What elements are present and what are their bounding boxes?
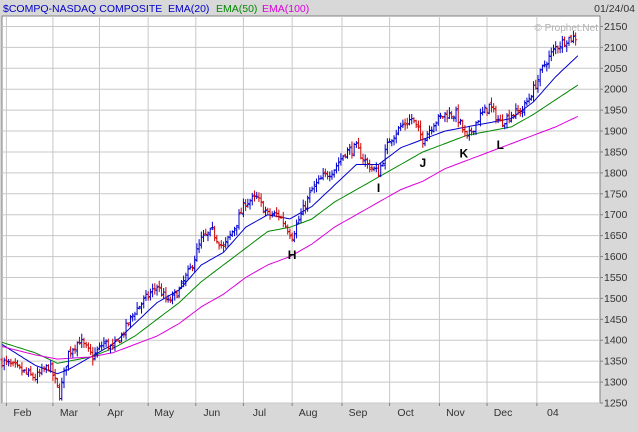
x-tick-label: Jul [253,407,266,419]
legend-ema20: EMA(20) [168,3,209,15]
watermark: © Prophet.Net [534,23,598,34]
y-tick-label: 1550 [604,272,628,284]
chart-date: 01/24/04 [594,3,635,15]
x-tick-label: Oct [397,407,413,419]
legend-ema50: EMA(50) [216,3,257,15]
annotations: H I J K L [288,138,504,262]
legend: EMA(20) EMA(50) EMA(100) [168,3,309,15]
x-tick-label: Mar [60,407,79,419]
y-tick-label: 1600 [604,251,628,263]
y-tick-label: 1400 [604,335,628,347]
x-tick-label: May [154,407,175,419]
annotation-j: J [419,156,426,170]
y-tick-label: 1800 [604,167,628,179]
legend-ema100: EMA(100) [262,3,309,15]
y-tick-label: 2100 [604,42,628,54]
ema-line-ema20 [1,55,579,375]
x-tick-label: Sep [349,407,368,419]
x-tick-label: Nov [446,407,465,419]
y-tick-label: 2150 [604,21,628,33]
ema-line-ema50 [1,84,579,364]
chart-title: $COMPQ-NASDAQ COMPOSITE [3,3,162,15]
x-tick-label: Aug [299,407,318,419]
ema-line-ema100 [1,115,579,360]
y-tick-label: 2050 [604,63,628,75]
y-tick-label: 1250 [604,398,628,410]
x-tick-label: Dec [494,407,513,419]
x-tick-label: Apr [107,407,124,419]
grid [2,16,600,404]
annotation-k: K [459,146,468,160]
y-tick-label: 1500 [604,293,628,305]
annotation-h: H [288,248,297,262]
annotation-l: L [497,138,504,152]
x-axis: Feb Mar Apr May Jun Jul Aug Sep Oct Nov Dec 04 [5,403,559,419]
x-tick-label: Jun [203,407,220,419]
y-axis: 1250 1300 1350 1400 1450 1500 1550 1600 1650 1700… [600,21,628,410]
y-tick-label: 1900 [604,126,628,138]
annotation-i: I [377,181,380,195]
y-tick-label: 2000 [604,84,628,96]
y-tick-label: 1450 [604,314,628,326]
y-tick-label: 1700 [604,209,628,221]
x-tick-label: 04 [547,407,559,419]
x-tick-label: Feb [13,407,31,419]
y-tick-label: 1950 [604,105,628,117]
ema-lines [1,55,579,375]
y-tick-label: 1300 [604,377,628,389]
y-tick-label: 1650 [604,230,628,242]
y-tick-label: 1350 [604,356,628,368]
price-bars [0,30,578,401]
y-tick-label: 1750 [604,188,628,200]
y-tick-label: 1850 [604,146,628,158]
